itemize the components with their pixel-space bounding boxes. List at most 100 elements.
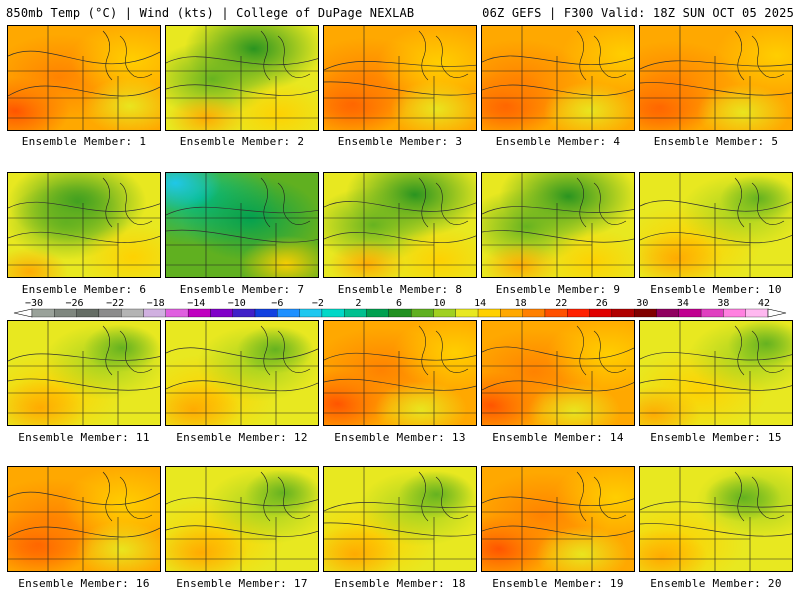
ensemble-member-label: Ensemble Member: 8 — [337, 283, 463, 296]
colorbar-segment — [656, 308, 679, 318]
temperature-region — [78, 223, 160, 277]
colorbar-segment — [165, 308, 189, 318]
temperature-region — [397, 470, 475, 519]
map-title: 850mb Temp (°C) | Wind (kts) | College o… — [6, 6, 415, 20]
colorbar-tick-label: −6 — [271, 298, 283, 309]
temperature-region — [393, 321, 476, 391]
ensemble-member-label: Ensemble Member: 5 — [653, 135, 779, 148]
ensemble-map-panel — [323, 320, 477, 426]
temperature-region — [328, 240, 406, 277]
colorbar-left-arrow — [13, 308, 33, 318]
ensemble-map-panel — [639, 25, 793, 131]
wind-contours — [8, 50, 160, 97]
ensemble-member-label: Ensemble Member: 12 — [176, 431, 308, 444]
colorbar-segment — [500, 308, 523, 318]
wind-contours — [324, 201, 476, 243]
temperature-region — [324, 525, 401, 571]
colorbar-segment — [277, 308, 300, 318]
wind-contours — [166, 206, 318, 243]
state-borders — [324, 321, 476, 425]
temperature-region — [166, 380, 240, 425]
colorbar-segment — [98, 308, 122, 318]
colorbar-tick-label: 18 — [515, 298, 527, 309]
ensemble-map-panel — [323, 172, 477, 278]
ensemble-map-panel — [165, 172, 319, 278]
ensemble-member-label: Ensemble Member: 19 — [492, 577, 624, 590]
colorbar-tick-label: 2 — [355, 298, 361, 309]
colorbar-segment — [31, 308, 55, 318]
temperature-region — [239, 235, 318, 277]
ensemble-member-label: Ensemble Member: 1 — [21, 135, 147, 148]
ensemble-member-label: Ensemble Member: 4 — [495, 135, 621, 148]
state-borders — [482, 26, 634, 130]
colorbar-segment — [143, 308, 166, 318]
state-borders — [640, 26, 792, 130]
state-borders — [166, 26, 318, 130]
state-borders — [482, 321, 634, 425]
colorbar-segment — [700, 308, 724, 318]
state-borders — [640, 321, 792, 425]
state-borders — [482, 467, 634, 571]
wind-contours — [640, 501, 792, 537]
wind-contours — [8, 201, 160, 243]
wind-contours — [640, 352, 792, 391]
ensemble-member-label: Ensemble Member: 10 — [650, 283, 782, 296]
temperature-region — [546, 321, 634, 393]
temperature-region — [8, 247, 69, 277]
colorbar-tick-label: −26 — [66, 298, 84, 309]
temperature-region — [236, 325, 314, 374]
colorbar-tick-label: 14 — [474, 298, 486, 309]
colorbar-tick-label: −18 — [147, 298, 165, 309]
temperature-color-bar: −30 −26 −22 −18 −14 −10 −6 −2 2 6 10 14 18 22 26 30 34 38… — [13, 298, 787, 318]
state-borders — [8, 321, 160, 425]
ensemble-map-panel — [481, 320, 635, 426]
colorbar-segment — [634, 308, 657, 318]
temperature-region — [704, 473, 782, 522]
state-borders — [324, 467, 476, 571]
state-borders — [640, 467, 792, 571]
wind-contours — [482, 55, 634, 96]
colorbar-segment — [344, 308, 367, 318]
temperature-region — [562, 26, 634, 93]
colorbar-segment — [678, 308, 702, 318]
colorbar-segment — [522, 308, 546, 318]
colorbar-segment — [76, 308, 100, 318]
colorbar-tick-label: 30 — [636, 298, 648, 309]
colorbar-tick-label: −30 — [25, 298, 43, 309]
wind-contours — [166, 347, 318, 392]
colorbar-segment — [366, 308, 389, 318]
ensemble-member-label: Ensemble Member: 17 — [176, 577, 308, 590]
colorbar-segment — [187, 308, 211, 318]
wind-contours — [482, 346, 634, 392]
ensemble-map-panel — [639, 320, 793, 426]
colorbar-right-arrow — [767, 308, 787, 318]
ensemble-map-panel — [639, 466, 793, 572]
temperature-region — [640, 385, 701, 425]
colorbar-segment — [254, 308, 278, 318]
wind-contours — [166, 497, 318, 537]
wind-contours — [324, 61, 476, 96]
ensemble-member-label: Ensemble Member: 7 — [179, 283, 305, 296]
colorbar-tick-label: −22 — [106, 298, 124, 309]
colorbar-segment — [723, 308, 746, 318]
temperature-region — [244, 469, 318, 517]
colorbar-segment — [299, 308, 323, 318]
temperature-region — [83, 77, 160, 130]
state-borders — [8, 26, 160, 130]
colorbar-segment — [388, 308, 412, 318]
colorbar-segment — [611, 308, 635, 318]
state-borders — [8, 173, 160, 277]
ensemble-map-panel — [165, 25, 319, 131]
temperature-region — [8, 379, 87, 425]
ensemble-member-label: Ensemble Member: 14 — [492, 431, 624, 444]
wind-contours — [8, 491, 160, 538]
ensemble-map-panel — [481, 466, 635, 572]
state-borders — [324, 26, 476, 130]
ensemble-map-panel — [7, 466, 161, 572]
temperature-region — [535, 525, 629, 571]
ensemble-member-label: Ensemble Member: 15 — [650, 431, 782, 444]
ensemble-member-label: Ensemble Member: 20 — [650, 577, 782, 590]
colorbar-tick-label: 6 — [396, 298, 402, 309]
temperature-region — [727, 321, 792, 368]
state-borders — [166, 467, 318, 571]
